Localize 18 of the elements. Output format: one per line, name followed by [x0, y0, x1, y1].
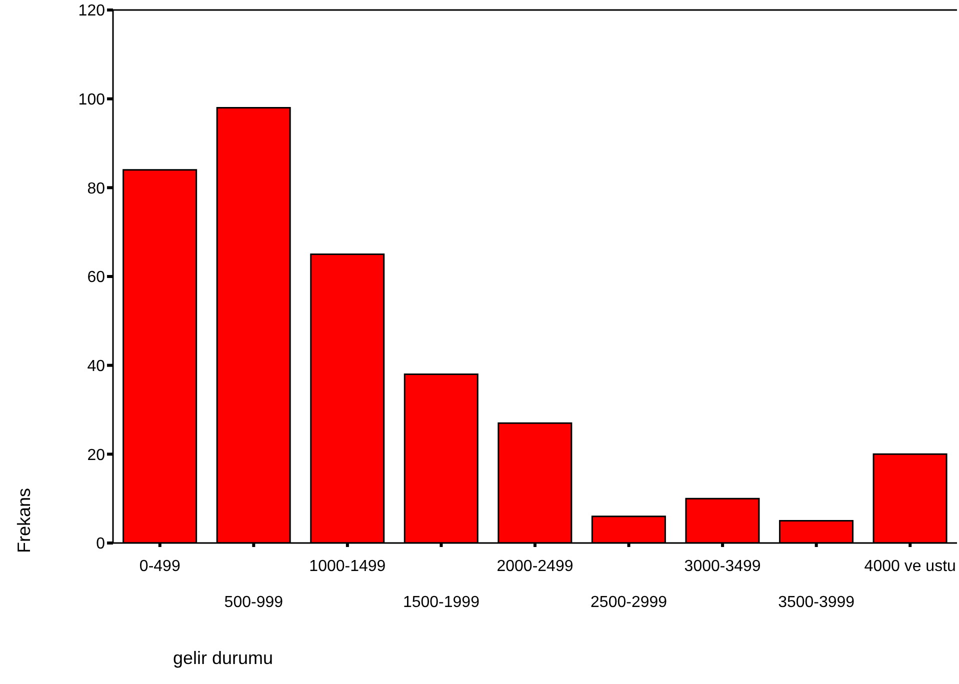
y-tick-label: 20 [87, 446, 106, 464]
y-tick-label: 120 [78, 2, 106, 20]
x-tick-label: 3500-3999 [778, 594, 855, 611]
x-tick-label: 4000 ve ustu [864, 558, 956, 575]
x-tick-label: 2500-2999 [590, 594, 668, 611]
y-axis-title: Frekans [14, 488, 34, 553]
x-tick-label: 1000-1499 [309, 558, 386, 575]
x-tick-label: 500-999 [224, 594, 284, 611]
x-tick-label: 3000-3499 [684, 558, 761, 575]
y-tick-label: 100 [78, 92, 106, 109]
x-tick-label: 1500-1999 [402, 594, 480, 611]
y-tick-label: 0 [96, 536, 106, 553]
x-axis-title: gelir durumu [173, 648, 274, 668]
y-tick-label: 40 [87, 358, 106, 376]
x-tick-label: 0-499 [139, 558, 180, 575]
x-tick-label: 2000-2499 [496, 558, 574, 575]
y-tick-label: 60 [87, 269, 106, 286]
y-tick-label: 80 [87, 180, 106, 198]
